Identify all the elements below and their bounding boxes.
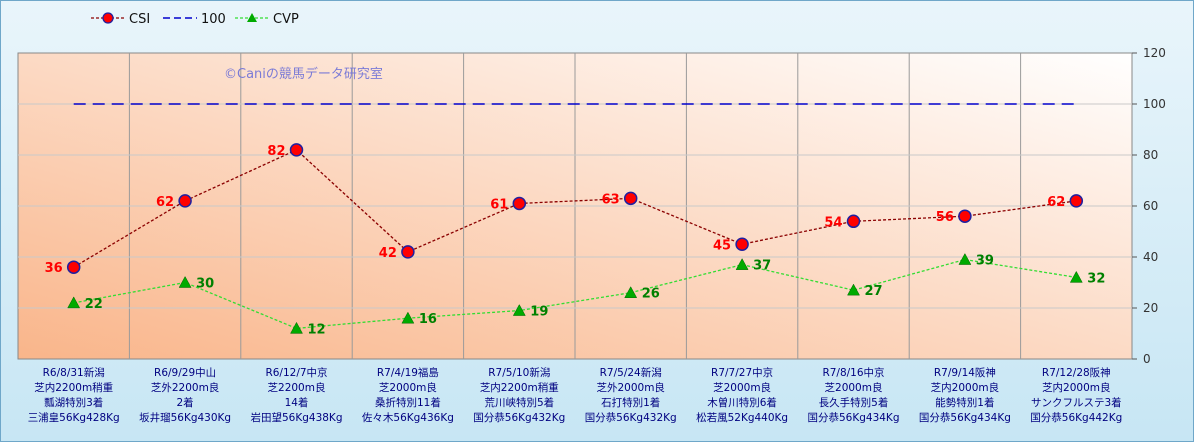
y-tick-label: 40 [1143, 250, 1158, 264]
csi-data-label: 61 [490, 197, 508, 212]
csi-data-label: 36 [45, 261, 63, 276]
x-category-label: R7/9/14阪神 [934, 366, 996, 379]
x-category-label: 佐々木56Kg436Kg [362, 411, 454, 424]
series-line-cvp [73, 258, 1077, 330]
x-category-label: R7/5/24新潟 [600, 366, 662, 379]
x-category-label: 国分恭56Kg442Kg [1030, 411, 1122, 424]
cvp-data-label: 16 [419, 312, 437, 327]
x-category-label: 能勢特別1着 [935, 396, 994, 409]
csi-data-label: 42 [379, 246, 397, 261]
x-category-label: 松若風52Kg440Kg [696, 411, 788, 424]
csi-point [1069, 194, 1084, 208]
x-category-label: R6/8/31新潟 [43, 366, 105, 379]
cvp-point [512, 304, 526, 316]
x-category-label: R7/4/19福島 [377, 366, 439, 379]
x-category-label: 木曽川特別6着 [707, 396, 777, 409]
cvp-point [624, 286, 638, 298]
x-category-label: 芝内2000m良 [1042, 381, 1110, 394]
x-category-label: 芝内2000m良 [931, 381, 999, 394]
x-category-label: 国分恭56Kg432Kg [473, 411, 565, 424]
cvp-data-label: 30 [196, 277, 214, 292]
legend-label: 100 [201, 12, 226, 27]
x-category-label: 桑折特別11着 [375, 396, 441, 409]
x-category-label: 芝外2200m良 [151, 381, 219, 394]
cvp-point [1069, 270, 1083, 283]
x-category-label: 芝内2200m稍重 [480, 381, 559, 394]
y-tick-label: 0 [1143, 352, 1151, 366]
x-category-label: 国分恭56Kg434Kg [807, 411, 899, 424]
x-category-label: 2着 [177, 396, 194, 409]
cvp-point [178, 275, 192, 288]
x-category-label: R6/9/29中山 [154, 366, 216, 379]
y-tick-label: 60 [1143, 199, 1158, 213]
cvp-point [290, 321, 303, 334]
y-tick-label: 100 [1143, 97, 1166, 111]
x-category-label: 国分恭56Kg432Kg [585, 411, 677, 424]
cvp-data-label: 27 [865, 284, 883, 299]
legend-marker-cvp [247, 13, 257, 22]
x-category-label: 芝2000m良 [713, 381, 771, 394]
x-category-label: 芝外2000m良 [596, 381, 664, 394]
x-category-label: 瓢湖特別3着 [44, 396, 103, 409]
csi-data-label: 54 [824, 215, 842, 230]
csi-data-label: 45 [713, 238, 731, 253]
cvp-data-label: 22 [85, 297, 103, 312]
cvp-data-label: 37 [753, 259, 771, 274]
x-category-label: 長久手特別5着 [819, 396, 889, 409]
series-line-csi [73, 149, 1077, 268]
csi-point [846, 214, 861, 229]
y-tick-label: 120 [1143, 46, 1166, 60]
csi-point [289, 143, 304, 157]
cvp-point [735, 258, 749, 270]
csi-point [401, 245, 415, 259]
x-category-label: 国分恭56Kg434Kg [919, 411, 1011, 424]
cvp-data-label: 12 [308, 322, 326, 337]
x-category-label: 荒川峡特別5着 [484, 396, 554, 409]
csi-point [178, 194, 192, 208]
cvp-data-label: 32 [1087, 271, 1105, 286]
x-category-label: 岩田望56Kg438Kg [250, 411, 342, 424]
cvp-point [958, 253, 972, 265]
x-category-label: 坂井瑠56Kg430Kg [139, 411, 231, 424]
x-category-label: 芝2000m良 [825, 381, 883, 394]
legend-label: CSI [129, 12, 150, 27]
csi-point [66, 260, 81, 274]
y-tick-label: 20 [1143, 301, 1158, 315]
csi-point [735, 237, 749, 251]
cvp-point [847, 283, 860, 296]
cvp-data-label: 19 [530, 305, 548, 320]
cvp-data-label: 39 [976, 254, 994, 269]
csi-data-label: 63 [602, 192, 620, 207]
csi-data-label: 62 [156, 195, 174, 210]
x-category-label: R7/8/16中京 [822, 366, 884, 379]
legend-marker-csi [102, 12, 114, 24]
csi-point [623, 191, 638, 206]
csi-point [958, 209, 972, 223]
y-tick-label: 80 [1143, 148, 1158, 162]
x-category-label: R7/7/27中京 [711, 366, 773, 379]
csi-point [512, 196, 527, 211]
csi-data-label: 62 [1047, 195, 1065, 210]
x-category-label: 石打特別1着 [601, 396, 660, 409]
x-category-label: R6/12/7中京 [265, 366, 327, 379]
cvp-point [401, 311, 415, 324]
x-category-label: R7/5/10新潟 [488, 366, 550, 379]
x-category-label: R7/12/28阪神 [1042, 366, 1111, 379]
csi-data-label: 56 [936, 210, 954, 225]
cvp-data-label: 26 [642, 287, 660, 302]
legend-label: CVP [273, 12, 299, 27]
x-category-label: 芝内2200m稍重 [34, 381, 113, 394]
x-category-label: 三浦皇56Kg428Kg [28, 411, 120, 424]
x-category-label: 芝2000m良 [379, 381, 437, 394]
watermark-text: ©Caniの競馬データ研究室 [224, 66, 383, 82]
csi-data-label: 82 [267, 144, 285, 159]
x-category-label: 芝2200m良 [268, 381, 326, 394]
x-category-label: 14着 [285, 396, 309, 409]
x-category-label: サンクフルステ3着 [1031, 396, 1122, 409]
cvp-point [67, 296, 81, 309]
